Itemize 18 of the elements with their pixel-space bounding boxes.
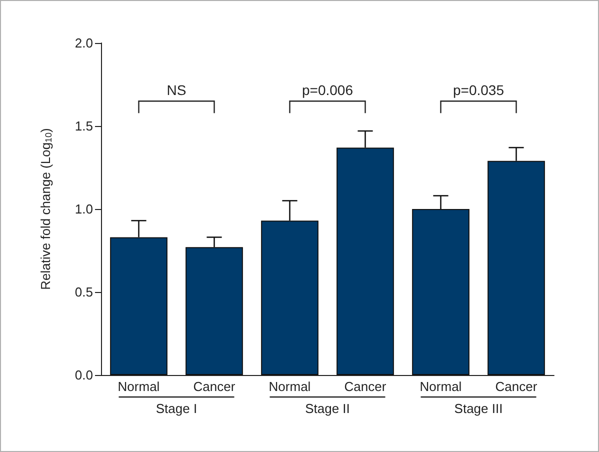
text: Stage I (156, 401, 198, 416)
text: Stage II (305, 401, 350, 416)
y-axis-title: Relative fold change (Log10) (38, 128, 54, 290)
annotation: p=0.006 (302, 82, 354, 98)
x-tick-label: Normal (118, 379, 160, 394)
y-tick-label: 2.0 (74, 36, 93, 50)
x-tick-label: Cancer (344, 379, 387, 394)
y-tick-label: 0.5 (74, 284, 93, 300)
y-tick-label: 1.0 (74, 202, 93, 216)
annotation: NS (166, 82, 186, 98)
annotation: p=0.035 (453, 82, 504, 98)
y-tick-label: 1.5 (74, 118, 93, 134)
text: Stage III (454, 401, 503, 416)
y-tick-label: 0.0 (74, 368, 93, 382)
x-tick-label: Cancer (193, 379, 236, 394)
x-tick-label: Normal (268, 379, 311, 394)
x-tick-label: Normal (420, 379, 462, 394)
x-tick-label: Cancer (495, 379, 538, 394)
